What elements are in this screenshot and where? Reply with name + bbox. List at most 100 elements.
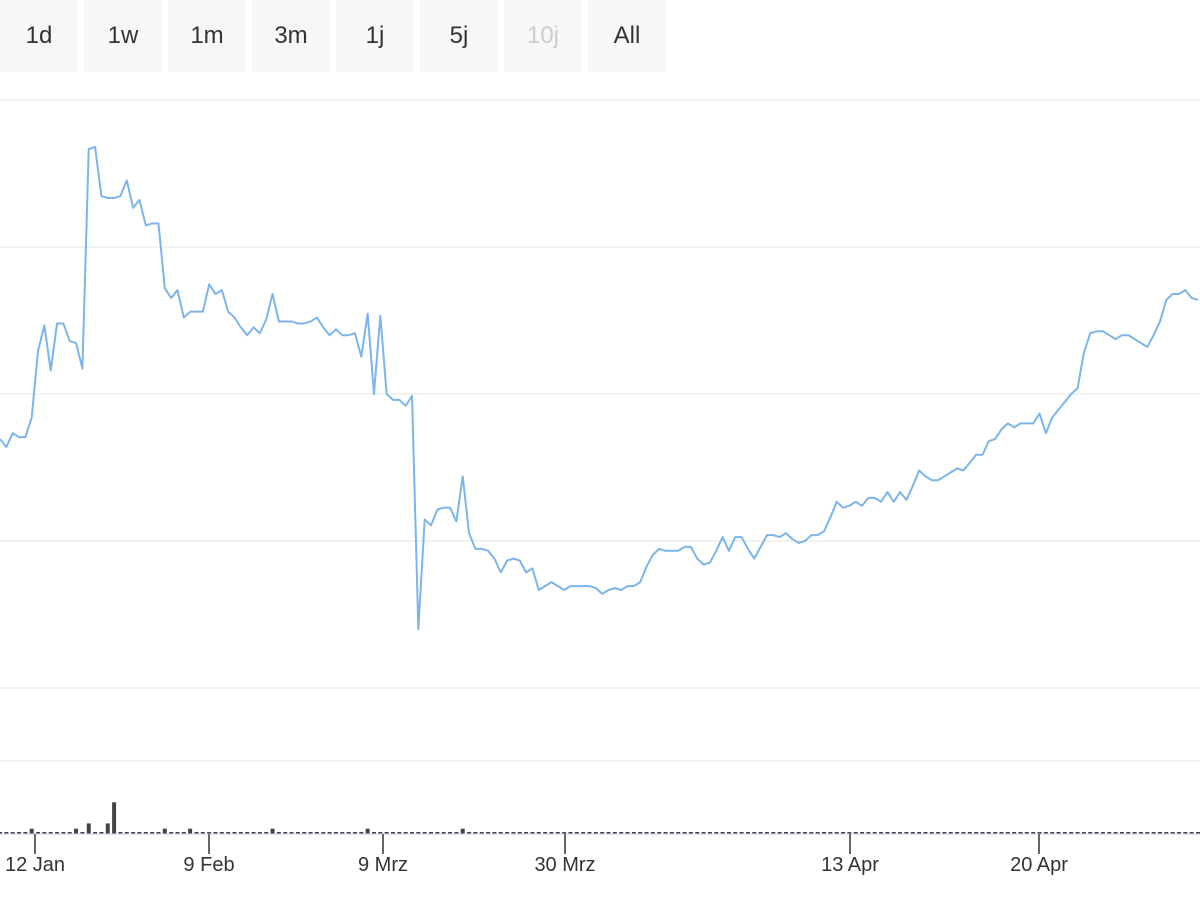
range-button-10j: 10j xyxy=(504,0,582,72)
volume-bar xyxy=(625,832,630,834)
volume-bar xyxy=(213,832,218,834)
volume-bar xyxy=(790,832,795,834)
volume-bar xyxy=(333,832,338,834)
volume-bar xyxy=(105,823,110,834)
range-button-1j[interactable]: 1j xyxy=(336,0,414,72)
volume-bar xyxy=(473,832,478,834)
volume-bar xyxy=(143,832,148,834)
volume-bar xyxy=(777,832,782,834)
volume-bar xyxy=(23,832,28,834)
volume-bar xyxy=(327,832,332,834)
volume-bar xyxy=(505,832,510,834)
volume-bar xyxy=(1176,832,1181,834)
volume-bar xyxy=(289,832,294,834)
range-button-3m[interactable]: 3m xyxy=(252,0,330,72)
volume-bar xyxy=(1100,832,1105,834)
range-button-5j[interactable]: 5j xyxy=(420,0,498,72)
volume-bar xyxy=(847,832,852,834)
volume-bar xyxy=(131,832,136,834)
volume-bar xyxy=(29,828,34,834)
volume-bar xyxy=(67,832,72,834)
volume-bar xyxy=(169,832,174,834)
volume-bar xyxy=(156,832,161,834)
volume-bar xyxy=(194,832,199,834)
volume-bar xyxy=(498,832,503,834)
volume-bar xyxy=(593,832,598,834)
volume-bar xyxy=(771,832,776,834)
volume-bar xyxy=(530,832,535,834)
volume-bar xyxy=(600,832,605,834)
volume-bar xyxy=(1037,832,1042,834)
volume-bar xyxy=(695,832,700,834)
volume-bar xyxy=(435,832,440,834)
volume-bar xyxy=(1183,832,1188,834)
volume-bar xyxy=(574,832,579,834)
volume-bar xyxy=(1138,832,1143,834)
volume-bar xyxy=(137,832,142,834)
volume-bar xyxy=(688,832,693,834)
volume-bar xyxy=(1012,832,1017,834)
range-button-1m[interactable]: 1m xyxy=(168,0,246,72)
volume-bar xyxy=(955,832,960,834)
volume-bar xyxy=(55,832,60,834)
volume-bar xyxy=(885,832,890,834)
range-button-1w[interactable]: 1w xyxy=(84,0,162,72)
volume-bar xyxy=(359,832,364,834)
volume-bar xyxy=(188,828,193,834)
volume-bar xyxy=(226,832,231,834)
volume-bar xyxy=(118,832,123,834)
volume-bar xyxy=(511,832,516,834)
volume-bar xyxy=(993,832,998,834)
volume-bar xyxy=(1119,832,1124,834)
volume-bar xyxy=(219,832,224,834)
x-tick-label: 9 Feb xyxy=(183,854,234,876)
range-button-1d[interactable]: 1d xyxy=(0,0,78,72)
volume-bar xyxy=(733,832,738,834)
volume-bar xyxy=(371,832,376,834)
x-tick-label: 30 Mrz xyxy=(534,854,595,876)
volume-bar xyxy=(257,832,262,834)
volume-bar xyxy=(1018,832,1023,834)
volume-bar xyxy=(175,832,180,834)
volume-bar xyxy=(429,832,434,834)
volume-bar xyxy=(758,832,763,834)
volume-bar xyxy=(948,832,953,834)
volume-bar xyxy=(422,832,427,834)
volume-bar xyxy=(80,832,85,834)
volume-bar xyxy=(492,832,497,834)
volume-bar xyxy=(124,832,129,834)
volume-bar xyxy=(1043,832,1048,834)
volume-bar xyxy=(48,832,53,834)
volume-bar xyxy=(308,832,313,834)
volume-bar xyxy=(638,832,643,834)
volume-bar xyxy=(676,832,681,834)
volume-bar xyxy=(726,832,731,834)
volume-bar xyxy=(612,832,617,834)
volume-bar xyxy=(606,832,611,834)
volume-bar xyxy=(1056,832,1061,834)
volume-bar xyxy=(460,828,465,834)
volume-bar xyxy=(1088,832,1093,834)
volume-bar xyxy=(980,832,985,834)
volume-bar xyxy=(783,832,788,834)
x-tick-label: 13 Apr xyxy=(821,854,879,876)
volume-bar xyxy=(841,832,846,834)
volume-bar xyxy=(42,832,47,834)
volume-bar xyxy=(1075,832,1080,834)
volume-bar xyxy=(822,832,827,834)
stock-chart[interactable]: 12 Jan 9 Feb 9 Mrz 30 Mrz 13 Apr 20 Apr xyxy=(0,80,1200,900)
volume-bar xyxy=(929,832,934,834)
volume-bar xyxy=(562,832,567,834)
range-selector: 1d 1w 1m 3m 1j 5j 10j All xyxy=(0,0,672,72)
chart-svg[interactable]: 12 Jan 9 Feb 9 Mrz 30 Mrz 13 Apr 20 Apr xyxy=(0,80,1200,900)
x-axis: 12 Jan 9 Feb 9 Mrz 30 Mrz 13 Apr 20 Apr xyxy=(0,833,1200,876)
range-button-all[interactable]: All xyxy=(588,0,666,72)
volume-bar xyxy=(942,832,947,834)
volume-bar xyxy=(974,832,979,834)
volume-bar xyxy=(454,832,459,834)
volume-bar xyxy=(384,832,389,834)
volume-bar xyxy=(1094,832,1099,834)
volume-bar xyxy=(549,832,554,834)
volume-bar xyxy=(99,832,104,834)
volume-bar xyxy=(879,832,884,834)
